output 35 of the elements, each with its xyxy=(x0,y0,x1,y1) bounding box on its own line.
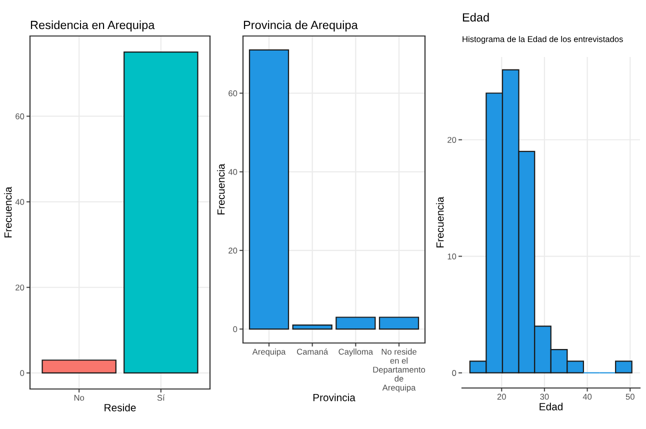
y-axis-title: Frecuencia xyxy=(4,186,12,238)
x-tick-label: Camaná xyxy=(297,348,328,355)
y-tick-label: 0 xyxy=(233,326,238,332)
y-tick-label: 10 xyxy=(448,254,456,260)
x-tick-label: 40 xyxy=(582,394,592,400)
chart-title: Residencia en Arequipa xyxy=(30,20,155,32)
x-tick-label: 20 xyxy=(497,394,506,400)
bar xyxy=(336,316,376,330)
bar xyxy=(378,316,420,330)
bar xyxy=(292,324,332,330)
y-tick-label: 60 xyxy=(16,113,24,120)
x-tick-label: 50 xyxy=(626,394,634,400)
x-axis-title: Reside xyxy=(104,404,136,412)
x-tick-label: Caylloma xyxy=(338,348,374,356)
y-axis-title: Frecuencia xyxy=(217,164,225,214)
y-tick-label: 20 xyxy=(228,248,238,254)
x-axis-title: Edad xyxy=(540,402,562,410)
x-axis-title: Provincia xyxy=(313,394,356,402)
y-tick-label: 60 xyxy=(228,90,238,96)
y-tick-label: 20 xyxy=(16,284,24,290)
y-tick-label: 0 xyxy=(452,370,456,376)
chart-title: Provincia de Arequipa xyxy=(244,20,358,32)
bar xyxy=(248,49,290,330)
y-tick-label: 40 xyxy=(228,169,238,175)
y-axis-title: Frecuencia xyxy=(436,196,444,248)
x-tick-label: No reside en el Departamento de Arequipa xyxy=(373,348,426,392)
x-tick-label: Arequipa xyxy=(252,348,286,356)
y-tick-label: 40 xyxy=(15,199,24,205)
x-tick-label: Sí xyxy=(157,394,165,401)
x-tick-label: 30 xyxy=(540,394,549,400)
chart-subtitle: Histograma de la Edad de los entrevistados xyxy=(462,36,623,44)
chart-title: Edad xyxy=(462,12,489,22)
y-tick-label: 0 xyxy=(20,370,24,376)
y-tick-label: 20 xyxy=(448,136,456,143)
x-tick-label: No xyxy=(74,394,84,401)
